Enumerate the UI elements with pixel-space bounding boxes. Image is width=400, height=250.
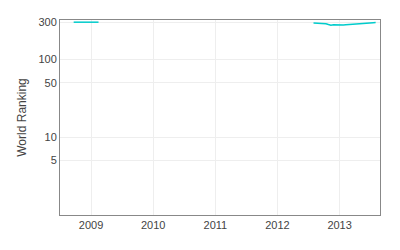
svg-text:2013: 2013 bbox=[327, 219, 351, 231]
svg-text:100: 100 bbox=[38, 53, 56, 65]
svg-text:2011: 2011 bbox=[204, 219, 228, 231]
svg-text:World Ranking: World Ranking bbox=[15, 78, 29, 156]
svg-text:5: 5 bbox=[51, 154, 57, 166]
svg-text:2012: 2012 bbox=[265, 219, 289, 231]
svg-text:50: 50 bbox=[45, 77, 57, 89]
svg-text:2010: 2010 bbox=[141, 219, 165, 231]
svg-text:300: 300 bbox=[38, 16, 56, 28]
svg-text:2009: 2009 bbox=[79, 219, 103, 231]
svg-text:10: 10 bbox=[45, 131, 57, 143]
